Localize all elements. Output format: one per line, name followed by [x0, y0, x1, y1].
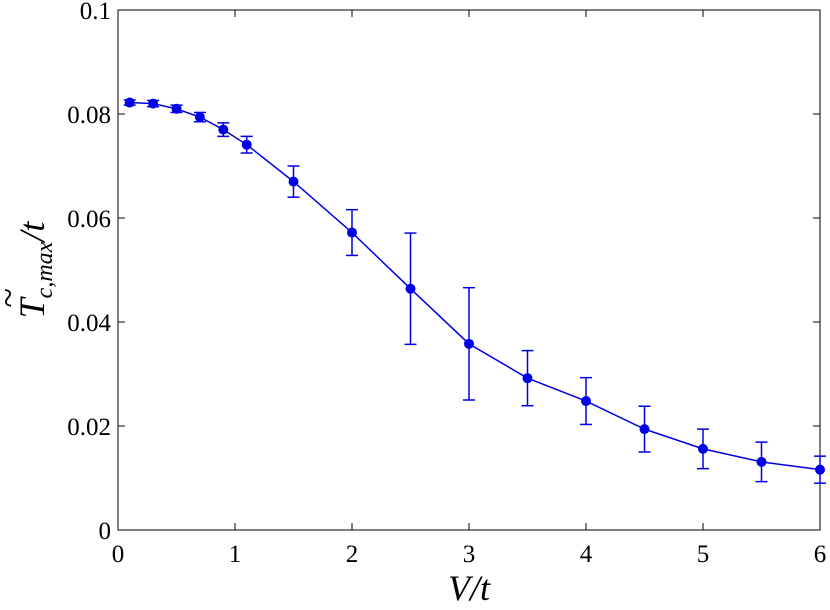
data-point [194, 112, 205, 123]
data-point [522, 373, 533, 384]
data-point [171, 103, 182, 114]
data-point [698, 443, 708, 454]
data-point [756, 456, 767, 467]
x-tick-label: 2 [346, 541, 359, 568]
data-point [218, 124, 229, 135]
error-bars [123, 99, 826, 484]
y-axis-label-sub: c,max [32, 241, 58, 298]
y-tick-label: 0.04 [67, 310, 111, 337]
data-point [464, 338, 474, 349]
series-line [129, 101, 821, 471]
data-point [815, 464, 825, 475]
x-tick-label: 6 [814, 541, 827, 568]
y-tick-label: 0.08 [67, 102, 111, 129]
svg-text:Tc,max/t: Tc,max/t [12, 221, 58, 319]
data-point [124, 97, 135, 108]
data-point [241, 139, 252, 150]
x-tick-label: 1 [229, 541, 242, 568]
y-axis-label: Tc,max/t ~ [0, 221, 58, 319]
y-axis-label-suffix: /t [12, 221, 52, 244]
x-tick-label: 4 [580, 541, 593, 568]
y-tick-label: 0.1 [80, 0, 111, 25]
y-axis-label-base: T [12, 295, 52, 318]
data-point [581, 396, 591, 407]
y-tick-label: 0 [99, 518, 112, 545]
y-axis-label-accent: ~ [0, 289, 28, 308]
data-point [288, 176, 299, 187]
data-point [347, 227, 357, 238]
x-tick-label: 3 [463, 541, 476, 568]
data-points [124, 97, 825, 475]
data-point [148, 98, 159, 109]
ticks [117, 9, 821, 531]
x-axis-label: V/t [448, 568, 491, 608]
x-tick-label: 0 [112, 541, 125, 568]
y-tick-label: 0.06 [67, 206, 111, 233]
tick-labels: 0 1 2 3 4 5 6 0 0.02 0.04 0.06 0.08 0.1 [67, 0, 826, 568]
y-tick-label: 0.02 [67, 414, 111, 441]
data-point [639, 424, 650, 435]
x-tick-label: 5 [697, 541, 710, 568]
data-point [405, 283, 416, 294]
